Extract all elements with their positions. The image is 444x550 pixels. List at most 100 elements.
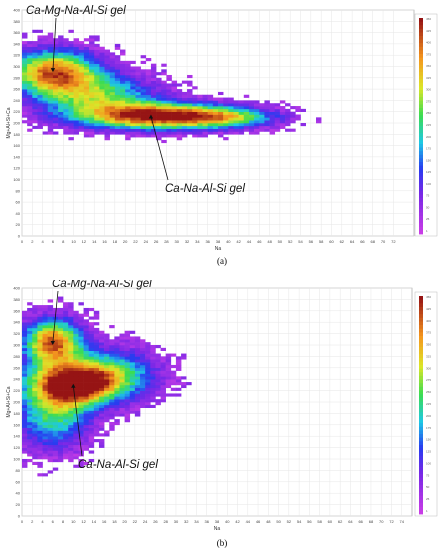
heatmap-cell bbox=[78, 83, 85, 87]
heatmap-cell bbox=[32, 436, 38, 440]
heatmap-cell bbox=[68, 322, 74, 326]
heatmap-cell bbox=[27, 404, 33, 408]
heatmap-cell bbox=[94, 55, 100, 59]
heatmap-cell bbox=[42, 353, 48, 357]
heatmap-cell bbox=[47, 69, 54, 73]
heatmap-cell bbox=[114, 350, 120, 354]
x-tick-label: 40 bbox=[225, 519, 230, 524]
heatmap-cell bbox=[109, 325, 115, 329]
heatmap-cell bbox=[22, 407, 28, 411]
heatmap-cell bbox=[83, 69, 90, 73]
heatmap-cell bbox=[73, 413, 79, 417]
heatmap-cell bbox=[52, 459, 59, 463]
heatmap-cell bbox=[89, 114, 95, 118]
heatmap-cell bbox=[78, 345, 84, 349]
heatmap-cell bbox=[192, 106, 198, 110]
heatmap-cell bbox=[63, 49, 69, 53]
heatmap-cell bbox=[78, 89, 85, 93]
heatmap-cell bbox=[73, 43, 80, 48]
heatmap-cell bbox=[63, 52, 69, 56]
heatmap-cell bbox=[52, 322, 59, 326]
heatmap-cell bbox=[104, 58, 110, 62]
heatmap-cell bbox=[78, 461, 84, 465]
heatmap-cell bbox=[52, 441, 59, 446]
heatmap-cell bbox=[171, 117, 178, 121]
heatmap-cell bbox=[176, 91, 183, 96]
heatmap-cell bbox=[212, 125, 219, 129]
heatmap-cell bbox=[98, 339, 105, 343]
heatmap-cell bbox=[89, 125, 95, 129]
heatmap-cell bbox=[155, 353, 161, 357]
heatmap-cell bbox=[155, 387, 161, 391]
heatmap-cell bbox=[145, 91, 152, 96]
heatmap-cell bbox=[42, 322, 48, 326]
heatmap-cell bbox=[248, 128, 255, 132]
heatmap-cell bbox=[57, 379, 64, 383]
heatmap-cell bbox=[52, 416, 59, 420]
heatmap-cell bbox=[57, 410, 64, 414]
heatmap-cell bbox=[22, 342, 28, 346]
heatmap-cell bbox=[57, 436, 64, 440]
heatmap-cell bbox=[42, 307, 48, 312]
heatmap-cell bbox=[274, 111, 281, 115]
heatmap-cell bbox=[37, 86, 43, 90]
heatmap-cell bbox=[83, 83, 90, 87]
heatmap-cell bbox=[94, 108, 100, 112]
heatmap-cell bbox=[114, 125, 121, 129]
heatmap-cell bbox=[68, 404, 74, 408]
x-tick-label: 42 bbox=[235, 519, 240, 524]
heatmap-cell bbox=[73, 131, 80, 135]
heatmap-cell bbox=[135, 128, 141, 132]
heatmap-cell bbox=[83, 444, 90, 448]
heatmap-cell bbox=[129, 370, 136, 374]
heatmap-cell bbox=[119, 359, 125, 363]
heatmap-cell bbox=[98, 413, 105, 417]
heatmap-cell bbox=[155, 379, 161, 383]
heatmap-cell bbox=[47, 364, 54, 369]
heatmap-cell bbox=[27, 384, 33, 389]
heatmap-cell bbox=[104, 106, 110, 110]
colorbar-tick-label: 300 bbox=[426, 88, 431, 92]
heatmap-cell bbox=[120, 77, 126, 81]
heatmap-cell bbox=[104, 72, 110, 76]
heatmap-cell bbox=[114, 58, 121, 62]
heatmap-cell bbox=[176, 117, 183, 121]
heatmap-cell bbox=[37, 464, 43, 468]
heatmap-cell bbox=[104, 91, 110, 96]
heatmap-cell bbox=[125, 77, 131, 81]
heatmap-cell bbox=[181, 114, 188, 118]
heatmap-cell bbox=[73, 316, 79, 320]
heatmap-cell bbox=[57, 330, 64, 334]
heatmap-cell bbox=[109, 379, 115, 383]
heatmap-cell bbox=[150, 128, 157, 132]
heatmap-cell bbox=[109, 91, 116, 96]
heatmap-cell bbox=[83, 379, 90, 383]
heatmap-cell bbox=[42, 447, 48, 451]
heatmap-cell bbox=[248, 117, 255, 121]
heatmap-cell bbox=[88, 419, 95, 423]
heatmap-cell bbox=[32, 353, 38, 357]
heatmap-cell bbox=[94, 49, 100, 53]
heatmap-cell bbox=[42, 316, 48, 320]
heatmap-cell bbox=[27, 55, 33, 59]
x-tick-label: 32 bbox=[185, 239, 190, 244]
heatmap-cell bbox=[78, 43, 85, 48]
heatmap-cell bbox=[140, 69, 147, 73]
heatmap-cell bbox=[57, 447, 64, 451]
heatmap-cell bbox=[83, 55, 90, 59]
heatmap-cell bbox=[145, 362, 151, 366]
heatmap-cell bbox=[83, 396, 90, 400]
heatmap-cell bbox=[104, 370, 110, 374]
heatmap-cell bbox=[32, 49, 38, 53]
heatmap-cell bbox=[104, 407, 110, 411]
heatmap-cell bbox=[42, 120, 49, 124]
heatmap-cell bbox=[83, 427, 90, 431]
heatmap-cell bbox=[94, 38, 100, 42]
heatmap-cell bbox=[42, 325, 48, 329]
heatmap-cell bbox=[58, 123, 64, 127]
heatmap-cell bbox=[233, 125, 239, 129]
heatmap-cell bbox=[78, 362, 84, 366]
heatmap-cell bbox=[140, 367, 146, 371]
heatmap-cell bbox=[145, 396, 151, 400]
heatmap-cell bbox=[140, 364, 146, 369]
